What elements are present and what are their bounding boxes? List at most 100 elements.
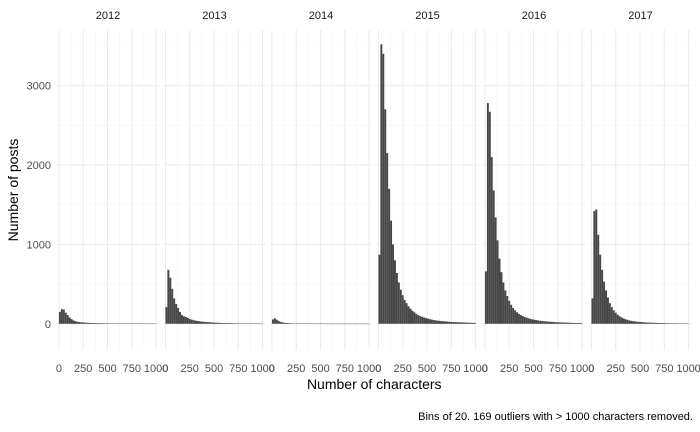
x-tick-label: 250 [500, 363, 518, 375]
bar [628, 320, 631, 324]
bar [436, 320, 439, 324]
bar [653, 322, 656, 324]
bar [200, 321, 203, 324]
x-tick-label: 750 [336, 363, 354, 375]
x-tick-label: 250 [74, 363, 92, 375]
facet-strip-label: 2013 [202, 10, 226, 22]
x-tick-label: 250 [394, 363, 412, 375]
bar [90, 322, 92, 324]
bar [212, 322, 215, 324]
x-tick-label: 500 [98, 363, 116, 375]
bar [206, 322, 209, 324]
y-axis-title: Number of posts [5, 139, 21, 242]
bar [444, 321, 447, 324]
bar [277, 321, 280, 324]
bar [655, 322, 658, 324]
bar [225, 323, 228, 324]
bar [411, 310, 414, 324]
bar [438, 320, 441, 324]
bar [608, 303, 611, 324]
bar [397, 282, 400, 324]
facet-panel-2015: 2015 0 250 500 750 1000 [375, 10, 487, 375]
bar [593, 211, 596, 324]
x-tick-label: 250 [181, 363, 199, 375]
bar [99, 323, 102, 324]
bar [641, 322, 644, 324]
bar [543, 321, 546, 324]
bar [281, 322, 284, 324]
bar [192, 320, 195, 324]
bar [504, 290, 507, 324]
bar [204, 321, 207, 324]
bar [72, 320, 75, 324]
bar [80, 322, 83, 324]
bar [597, 234, 600, 324]
bar [229, 323, 232, 324]
bar [521, 316, 524, 324]
bar [533, 319, 536, 324]
bar [233, 323, 236, 324]
bar [471, 322, 474, 324]
facet-panel-2012: 2012 0 250 500 750 1000 [56, 10, 168, 375]
bar [175, 303, 178, 324]
bar [275, 319, 278, 324]
bar [279, 321, 282, 324]
x-tick-label: 1000 [250, 363, 274, 375]
bar [93, 323, 96, 324]
bar [636, 321, 639, 324]
bar [184, 317, 187, 324]
bar [541, 321, 544, 324]
bar [580, 323, 583, 324]
bar [605, 290, 607, 324]
bar [97, 323, 100, 324]
x-tick-label: 500 [311, 363, 329, 375]
bar [223, 323, 226, 324]
bar [221, 323, 224, 324]
facet-panel-2017: 2017 0 250 500 750 1000 [588, 10, 700, 375]
bar [490, 157, 493, 324]
bar [395, 272, 398, 324]
bar [231, 323, 234, 324]
facet-strip-label: 2014 [309, 10, 333, 22]
bar [210, 322, 213, 324]
x-tick-label: 500 [205, 363, 223, 375]
bar [647, 322, 650, 324]
x-axis-title: Number of characters [307, 376, 442, 392]
bar [428, 319, 431, 324]
bar [519, 315, 522, 324]
x-tick-label: 500 [631, 363, 649, 375]
bar [289, 323, 292, 324]
x-tick-label: 1000 [463, 363, 487, 375]
bar [595, 209, 598, 324]
bar [62, 309, 65, 324]
bar [407, 306, 410, 324]
bar [545, 321, 548, 324]
bar [392, 244, 394, 324]
bar [531, 319, 534, 324]
bar [227, 323, 230, 324]
bar [576, 323, 579, 324]
bar [208, 322, 211, 324]
bar [382, 53, 385, 324]
bar [473, 322, 476, 324]
bar [612, 310, 615, 324]
bar [494, 217, 497, 324]
bar [616, 314, 619, 324]
bar [663, 323, 666, 324]
bar [171, 288, 174, 324]
bar [514, 310, 517, 324]
bar [523, 316, 526, 324]
y-axis: 0 1000 2000 3000 [27, 81, 51, 331]
facet-panel-2013: 2013 0 250 500 750 1000 [162, 10, 274, 375]
bar [517, 313, 520, 324]
bar [215, 322, 218, 324]
bar [502, 282, 505, 324]
bar [649, 322, 652, 324]
bar [547, 321, 550, 324]
bar [630, 320, 633, 324]
bar [488, 111, 491, 324]
x-tick-label: 1000 [676, 363, 700, 375]
bar [614, 312, 617, 324]
bar [574, 322, 577, 324]
